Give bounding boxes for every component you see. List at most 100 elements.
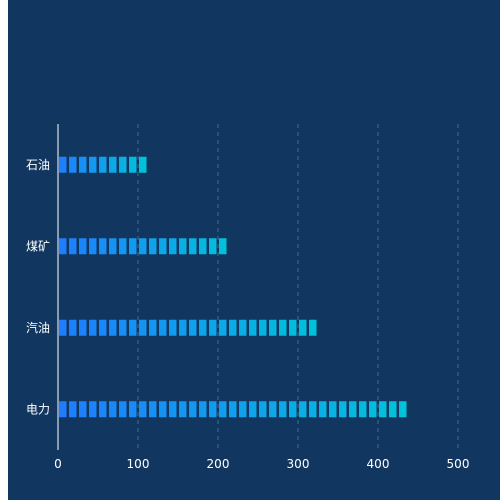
x-tick-labels: 0 100 200 300 400 500	[54, 457, 469, 471]
bar-segment	[169, 401, 177, 418]
x-tick-label: 0	[54, 457, 62, 471]
bar-segment	[109, 319, 117, 336]
bar-segment	[259, 319, 267, 336]
bar-segment	[289, 319, 297, 336]
bar-segment	[109, 156, 117, 173]
bar-segment	[59, 319, 67, 336]
bar-segment	[199, 401, 207, 418]
bar-series	[59, 156, 407, 418]
bar-segment	[229, 319, 237, 336]
bar-segment	[279, 401, 287, 418]
bar-segment	[129, 156, 137, 173]
bar-segment	[299, 319, 307, 336]
bar-segment	[209, 319, 217, 336]
bar-segment	[179, 401, 187, 418]
bar-segment	[249, 401, 257, 418]
bar-segment	[149, 238, 157, 255]
x-tick-label: 200	[207, 457, 230, 471]
bar-segment	[369, 401, 377, 418]
bar-segment	[249, 319, 257, 336]
category-label: 石油	[26, 158, 50, 172]
bar-segment	[59, 401, 67, 418]
bar-segment	[189, 238, 197, 255]
bar-segment	[309, 319, 317, 336]
bar-segment	[379, 401, 387, 418]
bar-segment	[159, 319, 167, 336]
bar-segment	[59, 238, 67, 255]
bar-segment	[239, 319, 247, 336]
bar-segment	[159, 401, 167, 418]
bar-segment	[329, 401, 337, 418]
bar-segment	[189, 401, 197, 418]
bar-segment	[289, 401, 297, 418]
bar-segment	[129, 401, 137, 418]
bar-segment	[139, 401, 147, 418]
bar[interactable]	[59, 319, 317, 336]
x-tick-label: 300	[287, 457, 310, 471]
category-label: 电力	[26, 402, 50, 416]
bar-segment	[129, 319, 137, 336]
bar-segment	[169, 319, 177, 336]
bar-segment	[89, 401, 97, 418]
category-label: 汽油	[26, 320, 50, 335]
bar-segment	[319, 401, 327, 418]
bar-segment	[349, 401, 357, 418]
bar-segment	[99, 319, 107, 336]
bar-segment	[399, 401, 407, 418]
bar-segment	[69, 401, 77, 418]
bar-segment	[179, 319, 187, 336]
bar-segment	[79, 401, 87, 418]
bar-segment	[229, 401, 237, 418]
bar[interactable]	[59, 401, 407, 418]
bar-segment	[69, 238, 77, 255]
bar-segment	[359, 401, 367, 418]
bar-segment	[169, 238, 177, 255]
bar-segment	[129, 238, 137, 255]
bar-segment	[159, 238, 167, 255]
bar-segment	[149, 319, 157, 336]
bar-segment	[69, 156, 77, 173]
bar-segment	[139, 238, 147, 255]
bar-segment	[139, 156, 147, 173]
bar-segment	[239, 401, 247, 418]
x-tick-label: 400	[367, 457, 390, 471]
bar-segment	[209, 401, 217, 418]
bar-segment	[79, 319, 87, 336]
bar-segment	[99, 401, 107, 418]
bar-segment	[199, 238, 207, 255]
bar-segment	[199, 319, 207, 336]
bar-segment	[79, 238, 87, 255]
bar-segment	[149, 401, 157, 418]
bar-segment	[79, 156, 87, 173]
bar-segment	[89, 238, 97, 255]
bar-segment	[179, 238, 187, 255]
bar-segment	[69, 319, 77, 336]
bar-segment	[389, 401, 397, 418]
bar[interactable]	[59, 156, 147, 173]
bar-segment	[99, 238, 107, 255]
grid-lines	[137, 124, 459, 450]
category-label: 煤矿	[26, 239, 50, 253]
bar-segment	[309, 401, 317, 418]
bar-segment	[259, 401, 267, 418]
bar-segment	[109, 401, 117, 418]
bar-segment	[99, 156, 107, 173]
bar-segment	[219, 238, 227, 255]
bar-segment	[89, 156, 97, 173]
bar-segment	[269, 401, 277, 418]
bar-segment	[269, 319, 277, 336]
bar-segment	[209, 238, 217, 255]
bar-segment	[119, 156, 127, 173]
bar[interactable]	[59, 238, 227, 255]
bar-segment	[299, 401, 307, 418]
bar-segment	[59, 156, 67, 173]
x-tick-label: 500	[447, 457, 470, 471]
bar-segment	[219, 401, 227, 418]
bar-segment	[119, 238, 127, 255]
x-tick-label: 100	[127, 457, 150, 471]
bar-segment	[89, 319, 97, 336]
bar-segment	[279, 319, 287, 336]
bar-segment	[119, 401, 127, 418]
